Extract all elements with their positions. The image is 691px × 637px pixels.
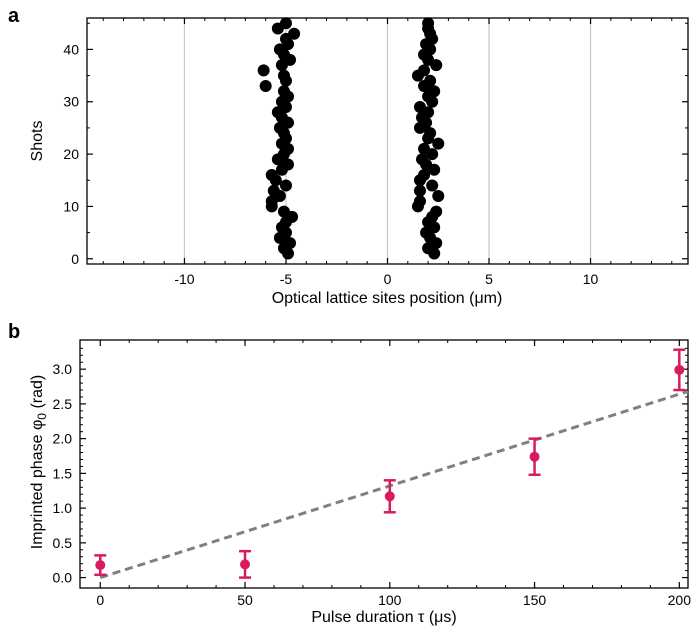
panel-b-point <box>674 364 685 375</box>
panel-b-x-tick-label: 200 <box>668 592 691 608</box>
panel-a-y-tick-label: 40 <box>63 41 79 57</box>
panel-b-y-tick-label: 2.5 <box>53 396 73 412</box>
panel-a-y-tick-label: 20 <box>63 146 79 162</box>
panel-b-y-axis-title-main: Imprinted phase φ <box>29 420 46 550</box>
panel-a-y-tick-label: 0 <box>71 251 79 267</box>
panel-a-point-series-2 <box>413 100 426 113</box>
panel-a-point-series-2 <box>413 184 426 197</box>
panel-b-x-tick-label: 0 <box>96 592 104 608</box>
panel-a-point-series-2 <box>422 17 435 30</box>
panel-a-point-series-1 <box>288 27 301 40</box>
panel-a-point-series-2 <box>413 195 426 208</box>
panel-b-y-tick-label: 0.5 <box>53 535 73 551</box>
panel-a-gridlines <box>183 18 592 264</box>
panel-a-point-series-1 <box>265 169 278 182</box>
panel-a-x-tick-label: -5 <box>280 271 293 287</box>
panel-b-x-axis-title: Pulse duration τ (μs) <box>311 609 456 626</box>
panel-b-plot-frame <box>79 339 689 589</box>
panel-a-letter: a <box>8 5 20 27</box>
panel-a-x-tick-label: 10 <box>583 271 599 287</box>
panel-a-point-series-2 <box>424 74 437 87</box>
panel-a-point-series-1 <box>279 179 292 192</box>
panel-b-point <box>95 560 106 571</box>
panel-b-y-axis-title: Imprinted phase φ0 (rad) <box>29 375 49 549</box>
panel-b-x-tick-labels: 0 50 100 150 200 <box>96 592 691 608</box>
panel-b-x-tick-label: 50 <box>237 592 253 608</box>
panel-b-point <box>384 491 395 502</box>
panel-a-point-series-2 <box>426 179 439 192</box>
panel-a-point-series-1 <box>259 80 272 93</box>
panel-a-point-series-1 <box>267 184 280 197</box>
panel-a-x-tick-label: -10 <box>174 271 194 287</box>
panel-a: a -10 -5 0 5 10 0 10 20 30 40 Optical lattice si… <box>8 5 689 307</box>
panel-a-point-series-1 <box>279 17 292 30</box>
panel-b-y-tick-label: 0.0 <box>53 570 73 586</box>
panel-a-points <box>257 17 445 260</box>
panel-a-ticks <box>87 18 688 264</box>
panel-b-point <box>529 451 540 462</box>
panel-a-point-series-2 <box>432 137 445 150</box>
panel-b-y-axis-title-suffix: (rad) <box>29 375 46 413</box>
panel-a-x-tick-labels: -10 -5 0 5 10 <box>174 271 598 287</box>
panel-b-fit-line-group <box>99 389 689 580</box>
panel-b-x-tick-label: 150 <box>523 592 547 608</box>
panel-b: b 0 50 100 150 200 0.0 0.5 1.0 1.5 2.0 2.5 3.0 Pul… <box>8 321 691 626</box>
panel-a-point-series-1 <box>284 237 297 250</box>
panel-a-point-series-1 <box>257 64 270 77</box>
panel-a-point-series-2 <box>418 169 431 182</box>
panel-a-y-axis-title: Shots <box>29 121 46 162</box>
panel-a-point-series-2 <box>430 205 443 218</box>
panel-a-y-tick-labels: 0 10 20 30 40 <box>63 41 79 266</box>
panel-b-y-tick-label: 1.0 <box>53 500 73 516</box>
panel-b-point <box>240 559 251 570</box>
panel-a-y-tick-label: 10 <box>63 198 79 214</box>
panel-b-y-tick-labels: 0.0 0.5 1.0 1.5 2.0 2.5 3.0 <box>53 361 73 585</box>
panel-a-point-series-2 <box>432 189 445 202</box>
panel-a-point-series-1 <box>277 85 290 98</box>
panel-a-point-series-1 <box>282 158 295 171</box>
panel-b-y-tick-label: 2.0 <box>53 431 73 447</box>
panel-b-y-axis-title-subscript: 0 <box>35 413 49 420</box>
panel-a-x-axis-title: Optical lattice sites position (μm) <box>272 290 503 307</box>
panel-b-fit-line <box>99 389 689 580</box>
panel-b-letter: b <box>8 321 20 343</box>
panel-b-ticks <box>80 340 688 588</box>
panel-a-point-series-2 <box>424 127 437 140</box>
panel-b-y-tick-label: 1.5 <box>53 465 73 481</box>
panel-a-point-series-2 <box>428 85 441 98</box>
panel-a-x-tick-label: 0 <box>384 271 392 287</box>
panel-a-point-series-2 <box>416 153 429 166</box>
panel-b-x-tick-label: 100 <box>378 592 402 608</box>
panel-b-points <box>94 348 686 579</box>
panel-a-point-series-1 <box>277 69 290 82</box>
panel-a-x-tick-label: 5 <box>485 271 493 287</box>
panel-a-point-series-2 <box>418 142 431 155</box>
panel-b-y-tick-label: 3.0 <box>53 361 73 377</box>
panel-a-y-tick-label: 30 <box>63 94 79 110</box>
panel-a-point-series-1 <box>277 205 290 218</box>
panel-a-point-series-2 <box>418 64 431 77</box>
